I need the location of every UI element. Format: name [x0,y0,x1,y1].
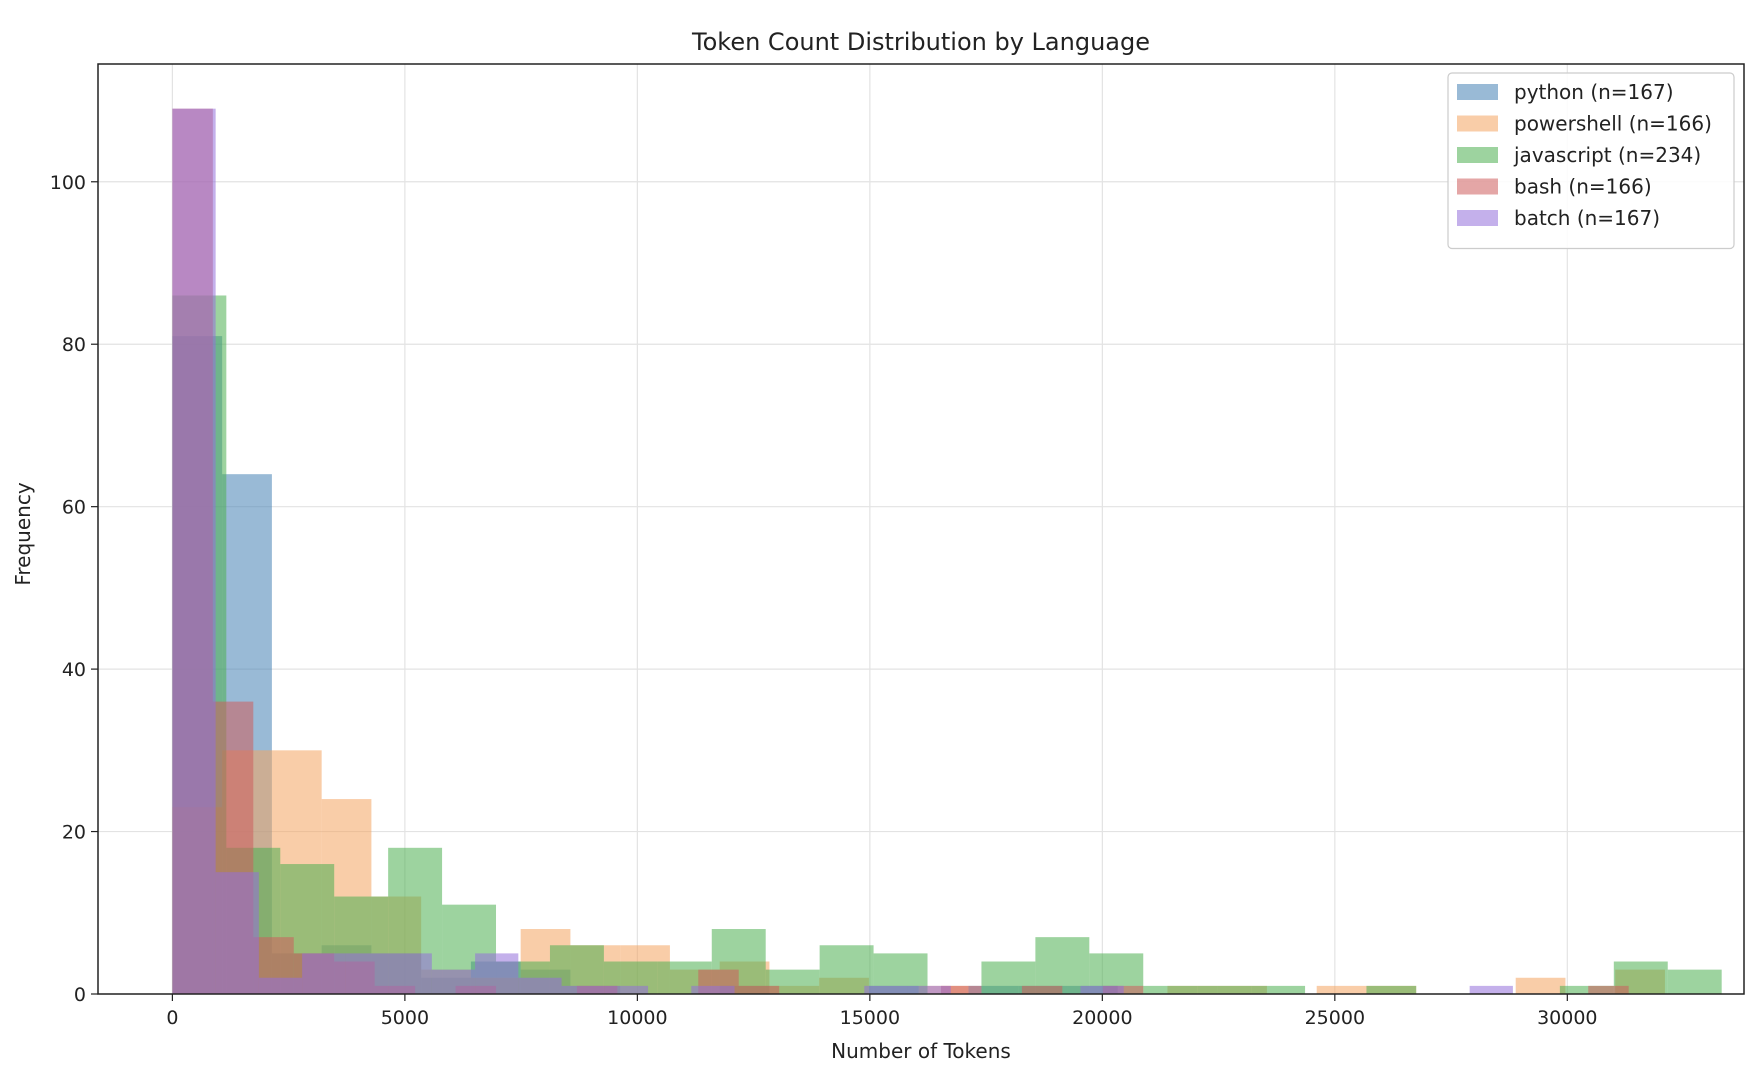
x-tick-label: 10000 [607,1007,667,1029]
y-tick-label: 80 [62,334,86,356]
histogram-bar [1588,985,1629,994]
legend-swatch [1457,115,1498,132]
histogram-bar [1559,985,1614,994]
histogram-bar [907,985,951,994]
histogram-bar [561,985,605,994]
axes [91,63,1745,1001]
x-tick-label: 25000 [1305,1007,1365,1029]
x-tick-label: 15000 [840,1007,900,1029]
chart-title: Token Count Distribution by Language [691,28,1150,56]
histogram-bar [1080,985,1124,994]
y-tick-label: 0 [74,984,86,1006]
y-tick-label: 60 [62,497,86,519]
histogram-bar [431,969,476,994]
y-tick-label: 100 [50,172,86,194]
histogram-bar [1515,977,1566,994]
histogram-bar [1197,985,1252,994]
histogram-bar [604,985,649,994]
legend-label: powershell (n=166) [1514,112,1712,136]
histogram-bar [691,985,735,994]
legend: python (n=167) powershell (n=166) javascri… [1447,72,1735,250]
histogram-bar [1021,985,1063,994]
histogram-bar [1316,985,1367,994]
histogram-bar [475,953,519,994]
histogram-bar [1667,969,1722,994]
x-tick-label: 0 [166,1007,178,1029]
histogram-bar [215,872,259,994]
histogram-bar [345,953,389,994]
legend-label: javascript (n=234) [1513,143,1701,167]
tick-labels: 0 5000 10000 15000 20000 25000 30000 0 20 40 60 80 1… [50,172,1598,1029]
histogram-bar [258,977,303,994]
histogram-bar [1143,985,1198,994]
histogram-bar [172,108,216,994]
y-axis-label: Frequency [11,482,35,585]
histogram-bar [388,953,432,994]
histogram-bar [738,985,780,994]
legend-box [1447,72,1735,250]
histogram-bar [1251,985,1306,994]
series-4-bars [172,108,1513,994]
x-tick-label: 5000 [381,1007,429,1029]
histogram-bar [864,985,908,994]
y-tick-label: 40 [62,659,86,681]
legend-label: python (n=167) [1514,80,1674,104]
y-tick-label: 20 [62,822,86,844]
histogram-bar [518,977,562,994]
legend-swatch [1457,147,1498,163]
histogram-bar [1035,937,1090,994]
x-tick-label: 20000 [1072,1007,1132,1029]
x-tick-label: 30000 [1537,1007,1597,1029]
legend-swatch [1457,178,1498,195]
plot-frame [97,63,1745,995]
histogram-bar [1469,985,1513,994]
x-axis-label: Number of Tokens [831,1039,1011,1063]
histogram-bars [172,108,1722,994]
histogram-bar [302,953,346,994]
legend-label: batch (n=167) [1514,206,1660,230]
legend-swatch [1457,210,1498,226]
histogram-bar [940,985,982,994]
histogram-bar [1366,985,1417,994]
legend-label: bash (n=166) [1514,175,1652,199]
legend-swatch [1457,84,1498,100]
